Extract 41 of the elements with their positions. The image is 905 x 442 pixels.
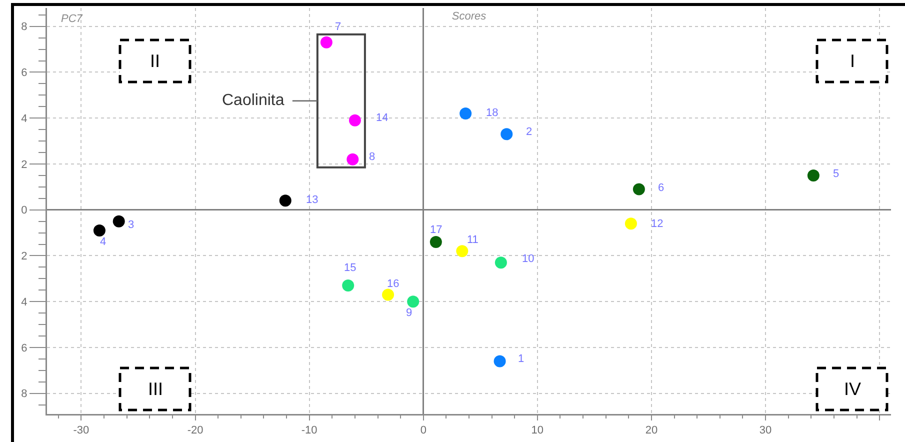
annotation: 9 <box>406 307 412 319</box>
annotation: 4 <box>100 236 106 248</box>
x-tick-label: -10 <box>301 424 318 437</box>
annotation: 10 <box>522 253 534 265</box>
annotation: 5 <box>833 168 840 180</box>
x-tick-label: 0 <box>420 424 426 437</box>
y-tick-label: 8 <box>21 21 28 34</box>
y-tick-label: 0 <box>21 204 28 217</box>
x-tick-label: -30 <box>73 424 90 437</box>
y-tick-label: 6 <box>21 342 28 354</box>
annotation: 2 <box>526 126 532 138</box>
annotation: IV <box>844 379 862 399</box>
x-tick-label: 10 <box>531 424 544 437</box>
annotation: 14 <box>376 112 388 124</box>
y-axis-title: PC7 <box>61 13 84 25</box>
y-tick-label: 4 <box>21 112 28 125</box>
chart-title: Scores <box>452 10 487 23</box>
x-tick-label: 20 <box>645 424 658 437</box>
y-tick-label: 4 <box>21 296 28 308</box>
annotation: 16 <box>387 278 400 290</box>
annotation: 3 <box>128 219 134 231</box>
x-tick-label: -20 <box>187 424 204 437</box>
annotation: 8 <box>369 151 376 163</box>
y-tick-label: 2 <box>21 250 28 263</box>
annotation: 12 <box>651 218 664 230</box>
annotation: III <box>148 379 164 399</box>
annotation: 6 <box>658 182 664 194</box>
y-tick-label: 2 <box>21 158 28 171</box>
annotation: 11 <box>467 234 478 246</box>
annotation: 7 <box>335 21 342 33</box>
y-tick-label: 8 <box>21 388 28 400</box>
text: Caolinita <box>222 92 284 109</box>
y-tick-label: 6 <box>21 67 28 80</box>
annotation: 1 <box>518 353 524 365</box>
annotation: I <box>850 51 856 71</box>
annotation: 13 <box>306 194 318 206</box>
annotation: II <box>150 51 160 71</box>
annotation: 18 <box>486 107 498 119</box>
x-tick-label: 30 <box>759 424 772 437</box>
annotation: 15 <box>344 262 356 274</box>
annotation: 17 <box>430 224 442 236</box>
